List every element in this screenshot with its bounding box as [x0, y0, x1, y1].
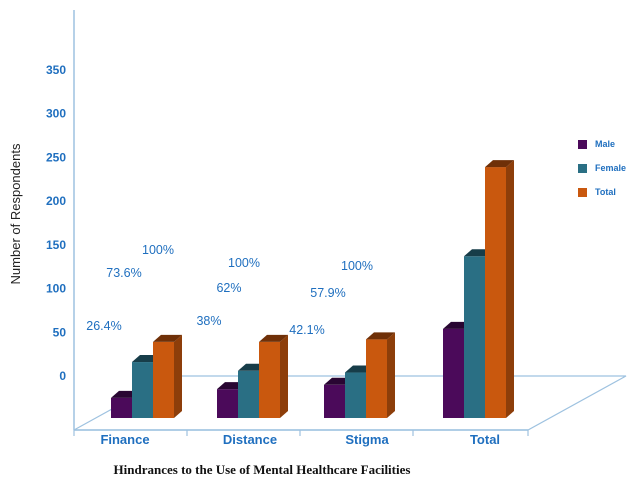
bar-front: [324, 384, 345, 418]
x-category-label: Distance: [223, 432, 277, 447]
bar-top: [153, 334, 182, 342]
legend-swatch-total: [578, 188, 587, 197]
data-label: 100%: [341, 259, 373, 273]
bar-front: [345, 372, 366, 418]
data-label: 57.9%: [310, 286, 345, 300]
chart-title: Hindrances to the Use of Mental Healthca…: [114, 462, 411, 477]
y-tick-label: 300: [46, 107, 66, 121]
bar-total-stigma: [366, 332, 395, 418]
data-label: 38%: [196, 314, 221, 328]
bar-front: [217, 389, 238, 418]
legend-swatch-female: [578, 164, 587, 173]
legend: Male Female Total: [578, 139, 626, 197]
y-tick-label: 250: [46, 150, 66, 164]
bar-top: [366, 332, 395, 340]
y-tick-label: 350: [46, 63, 66, 77]
legend-label: Total: [595, 187, 616, 197]
bar-side: [174, 334, 182, 418]
legend-swatch-male: [578, 140, 587, 149]
legend-label: Female: [595, 163, 626, 173]
data-label: 73.6%: [106, 266, 141, 280]
bar-front: [366, 339, 387, 418]
bar-total-distance: [259, 334, 288, 418]
y-tick-label: 50: [53, 325, 67, 339]
x-axis: Finance Distance Stigma Total: [73, 430, 529, 447]
bar-side: [387, 332, 395, 418]
x-category-label: Total: [470, 432, 500, 447]
bar-front: [485, 167, 506, 418]
data-label: 62%: [216, 281, 241, 295]
data-label: 100%: [228, 256, 260, 270]
bar-side: [280, 334, 288, 418]
bar-front: [132, 362, 153, 418]
bar-front: [238, 370, 259, 418]
data-label: 42.1%: [289, 323, 324, 337]
data-labels: 26.4% 38% 42.1% 73.6% 62% 57.9% 100% 100% 100%: [86, 243, 373, 337]
data-label: 100%: [142, 243, 174, 257]
y-axis: 0 50 100 150 200 250 300 350: [46, 10, 75, 430]
bar-front: [464, 256, 485, 418]
bar-total-finance: [153, 334, 182, 418]
y-axis-title: Number of Respondents: [8, 143, 23, 284]
bar-front: [443, 328, 464, 418]
bar-top: [259, 334, 288, 342]
y-tick-label: 200: [46, 194, 66, 208]
x-category-label: Finance: [100, 432, 149, 447]
bar-front: [153, 341, 174, 418]
bar-front: [111, 397, 132, 418]
x-category-label: Stigma: [345, 432, 389, 447]
legend-label: Male: [595, 139, 615, 149]
y-tick-label: 150: [46, 238, 66, 252]
bar-side: [506, 160, 514, 418]
bars: [111, 160, 514, 418]
bar-front: [259, 341, 280, 418]
y-tick-label: 100: [46, 282, 66, 296]
data-label: 26.4%: [86, 319, 121, 333]
bar-top: [485, 160, 514, 168]
bar-total-total: [485, 160, 514, 418]
y-tick-label: 0: [59, 369, 66, 383]
